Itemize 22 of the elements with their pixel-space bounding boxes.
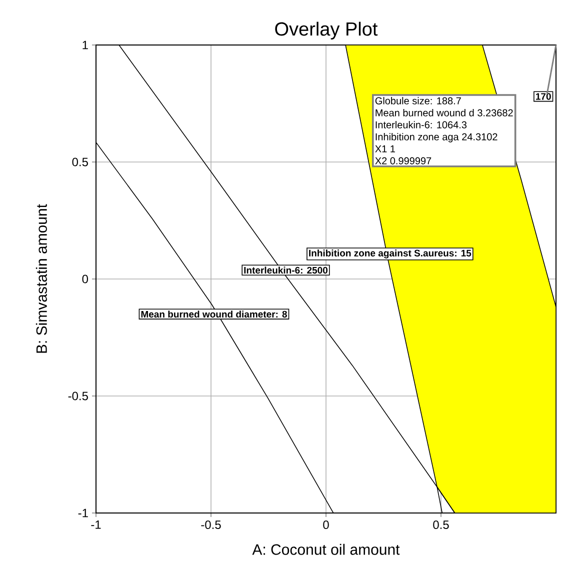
annotation: Interleukin-6: 2500 — [244, 266, 328, 274]
annotation: Inhibition zone aga 24.3102 — [376, 133, 498, 142]
x-axis-title: A: Coconut oil amount — [252, 544, 400, 555]
annotation: Interleukin-6: 1064.3 — [376, 121, 467, 128]
x-tick-label: -1 — [91, 520, 101, 529]
annotation: X2 0.999997 — [375, 157, 432, 164]
y-tick-label: -0.5 — [68, 392, 88, 400]
y-tick-label: -1 — [78, 508, 88, 518]
x-tick-label: 0.5 — [433, 520, 449, 530]
y-tick-label: 1 — [82, 40, 88, 50]
x-tick-label: 0 — [323, 520, 329, 530]
annotation: X1 1 — [375, 145, 395, 152]
y-tick-label: 0 — [82, 274, 88, 284]
annotation: Mean burned wound diameter: 8 — [141, 310, 287, 318]
annotation: Mean burned wound d 3.23682 — [376, 109, 513, 116]
x-tick-label: -0.5 — [201, 520, 221, 530]
chart-title: Overlay Plot — [275, 22, 378, 40]
y-tick-label: 0.5 — [72, 158, 88, 166]
y-axis-title: B: Simvastatin amount — [36, 204, 47, 353]
annotation: Globule size: 188.7 — [375, 97, 461, 104]
annotation: 170 — [536, 93, 551, 100]
annotation: Inhibition zone against S.aureus: 15 — [309, 250, 472, 258]
